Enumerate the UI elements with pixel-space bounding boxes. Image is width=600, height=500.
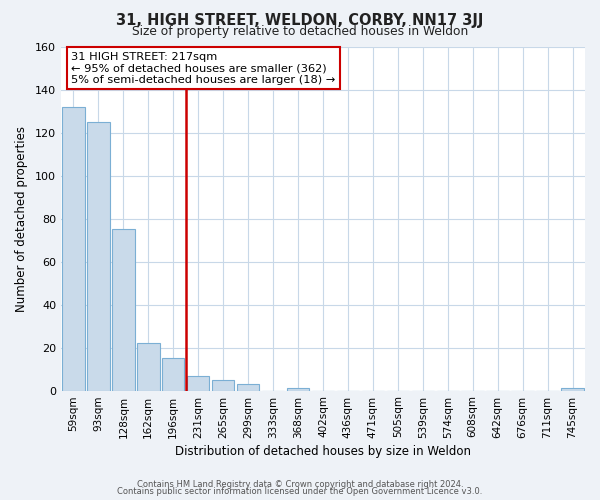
- Text: 31, HIGH STREET, WELDON, CORBY, NN17 3JJ: 31, HIGH STREET, WELDON, CORBY, NN17 3JJ: [116, 12, 484, 28]
- Text: Contains public sector information licensed under the Open Government Licence v3: Contains public sector information licen…: [118, 488, 482, 496]
- Bar: [561, 388, 584, 390]
- Bar: [112, 230, 134, 390]
- Bar: [237, 384, 259, 390]
- Bar: [187, 376, 209, 390]
- Bar: [87, 122, 110, 390]
- Y-axis label: Number of detached properties: Number of detached properties: [15, 126, 28, 312]
- Bar: [162, 358, 184, 390]
- X-axis label: Distribution of detached houses by size in Weldon: Distribution of detached houses by size …: [175, 444, 471, 458]
- Text: Contains HM Land Registry data © Crown copyright and database right 2024.: Contains HM Land Registry data © Crown c…: [137, 480, 463, 489]
- Bar: [62, 106, 85, 391]
- Text: 31 HIGH STREET: 217sqm
← 95% of detached houses are smaller (362)
5% of semi-det: 31 HIGH STREET: 217sqm ← 95% of detached…: [71, 52, 335, 85]
- Bar: [212, 380, 235, 390]
- Text: Size of property relative to detached houses in Weldon: Size of property relative to detached ho…: [132, 25, 468, 38]
- Bar: [287, 388, 309, 390]
- Bar: [137, 344, 160, 390]
